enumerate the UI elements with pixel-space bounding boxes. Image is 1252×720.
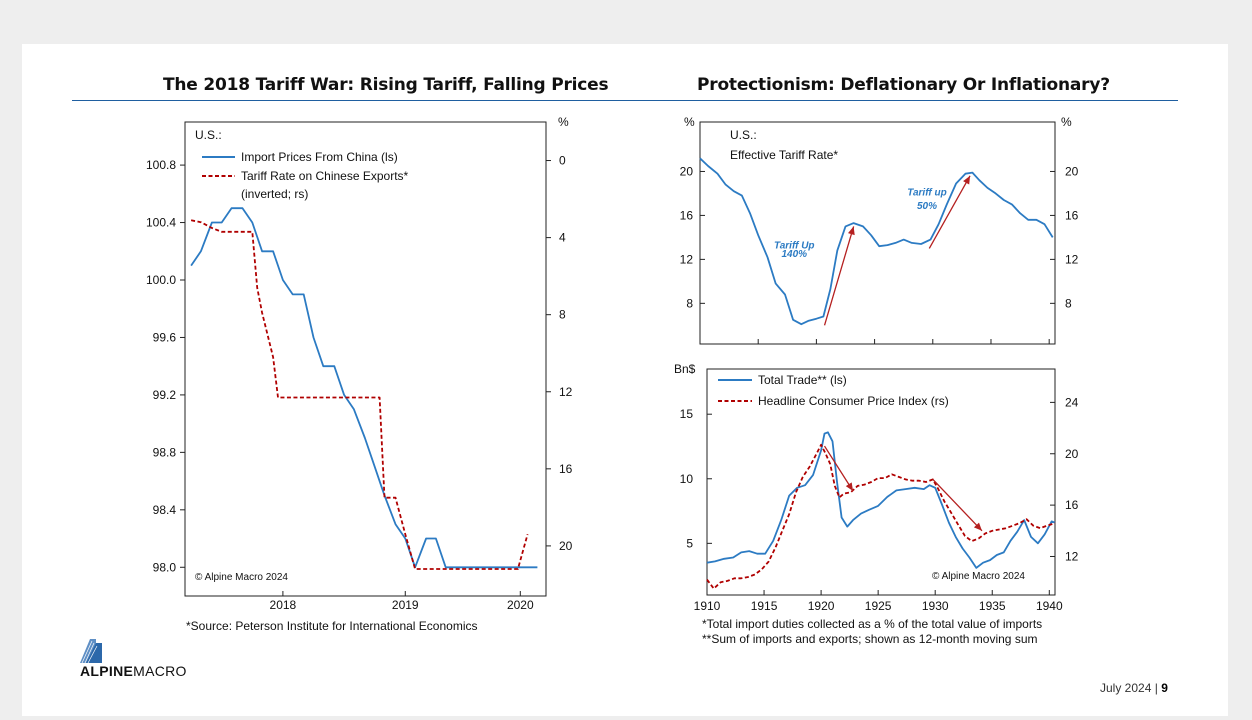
right-chart-title: Protectionism: Deflationary Or Inflation… — [697, 75, 1110, 95]
tariff-right-tick-label: 16 — [1065, 208, 1079, 222]
trade-left-tick-label: 5 — [686, 536, 693, 550]
tariff-chart-frame — [699, 121, 1056, 345]
right-y-unit: % — [558, 115, 569, 129]
tariff-footnote: *Total import duties collected as a % of… — [702, 617, 1043, 631]
tariff-arrow-1 — [823, 226, 855, 326]
tariff-left-tick-label: 16 — [680, 208, 694, 222]
x-tick-label: 2019 — [392, 598, 419, 612]
legend-label-trade: Total Trade** (ls) — [758, 373, 847, 387]
x-tick-label: 2018 — [270, 598, 297, 612]
legend-label-cpi: Headline Consumer Price Index (rs) — [758, 394, 949, 408]
trade-chart-frame — [706, 368, 1056, 596]
legend-label-tariff: Tariff Rate on Chinese Exports* — [241, 169, 409, 183]
trade-left-tick-label: 15 — [680, 407, 694, 421]
left-chart-title: The 2018 Tariff War: Rising Tariff, Fall… — [163, 75, 609, 95]
trade-left-unit: Bn$ — [674, 362, 696, 376]
legend-label-tariff-line2: (inverted; rs) — [241, 187, 308, 201]
tariff-annotation: 50% — [917, 201, 937, 212]
legend-subtitle: U.S.: — [195, 128, 222, 142]
trade-right-tick-label: 12 — [1065, 549, 1079, 563]
right-copyright: © Alpine Macro 2024 — [932, 571, 1025, 582]
footer: July 2024 | 9 — [1100, 681, 1168, 695]
tariff-left-unit: % — [684, 115, 695, 129]
x-tick-label: 2020 — [507, 598, 534, 612]
tariff-right-tick-label: 8 — [1065, 296, 1072, 310]
trade-x-tick-label: 1930 — [922, 599, 949, 613]
tariff-subtitle: U.S.: — [730, 128, 757, 142]
left-y-tick-label: 98.4 — [153, 503, 177, 517]
tariff-arrow-2 — [928, 175, 971, 249]
alpine-logo-icon — [80, 639, 102, 664]
trade-left-tick-label: 10 — [680, 472, 694, 486]
tariff-annotation: Tariff Up — [774, 240, 815, 251]
trade-x-tick-label: 1925 — [865, 599, 892, 613]
trade-x-tick-label: 1920 — [808, 599, 835, 613]
left-y-tick-label: 99.6 — [153, 330, 177, 344]
series-line-total-trade — [706, 431, 1056, 569]
tariff-arrow-2-head — [963, 175, 971, 185]
trade-x-tick-label: 1935 — [979, 599, 1006, 613]
right-y-tick-label: 0 — [559, 154, 566, 168]
tariff-annotation: 140% — [781, 249, 807, 260]
tariff-annotation: Tariff up — [907, 188, 946, 199]
tariff-left-tick-label: 8 — [686, 296, 693, 310]
footer-date: July 2024 — [1100, 681, 1152, 695]
alpine-logo-wordmark: ALPINEMACRO — [80, 663, 187, 679]
right-y-tick-label: 12 — [559, 385, 573, 399]
trade-right-tick-label: 16 — [1065, 498, 1079, 512]
left-y-tick-label: 100.4 — [146, 216, 176, 230]
tariff-right-unit: % — [1061, 115, 1072, 129]
right-y-tick-label: 16 — [559, 462, 573, 476]
logo-bold: ALPINE — [80, 663, 134, 679]
trade-footnote: **Sum of imports and exports; shown as 1… — [702, 632, 1038, 646]
cpi-arrow-2 — [932, 478, 983, 532]
trade-right-tick-label: 20 — [1065, 447, 1079, 461]
left-y-tick-label: 100.8 — [146, 158, 176, 172]
legend-label-import: Import Prices From China (ls) — [241, 150, 398, 164]
series-line-import-prices — [190, 207, 538, 569]
logo-rest: MACRO — [133, 663, 187, 679]
right-y-tick-label: 8 — [559, 308, 566, 322]
right-y-tick-label: 20 — [559, 539, 573, 553]
left-y-tick-label: 99.2 — [153, 388, 177, 402]
right-y-tick-label: 4 — [559, 231, 566, 245]
tariff-legend-label: Effective Tariff Rate* — [730, 148, 838, 162]
cpi-arrow-1-head — [845, 482, 854, 491]
tariff-right-tick-label: 20 — [1065, 164, 1079, 178]
left-copyright: © Alpine Macro 2024 — [195, 572, 288, 583]
series-line-effective-tariff — [699, 157, 1054, 326]
cpi-arrow-1 — [823, 445, 854, 492]
title-rule — [72, 100, 1178, 101]
tariff-left-tick-label: 12 — [680, 252, 694, 266]
left-y-tick-label: 98.0 — [153, 560, 177, 574]
tariff-left-tick-label: 20 — [680, 164, 694, 178]
footer-separator: | — [1154, 681, 1158, 695]
left-chart-frame — [184, 121, 547, 597]
trade-x-tick-label: 1910 — [694, 599, 721, 613]
cpi-arrow-2-head — [973, 522, 982, 531]
left-source-note: *Source: Peterson Institute for Internat… — [186, 619, 478, 633]
tariff-right-tick-label: 12 — [1065, 252, 1079, 266]
trade-right-tick-label: 24 — [1065, 395, 1079, 409]
trade-x-tick-label: 1915 — [751, 599, 778, 613]
tariff-arrow-1-head — [848, 226, 855, 236]
trade-x-tick-label: 1940 — [1036, 599, 1063, 613]
series-line-cpi — [706, 443, 1056, 590]
page-number: 9 — [1161, 681, 1168, 695]
left-y-tick-label: 98.8 — [153, 445, 177, 459]
series-line-tariff-rate — [190, 219, 529, 570]
left-y-tick-label: 100.0 — [146, 273, 176, 287]
